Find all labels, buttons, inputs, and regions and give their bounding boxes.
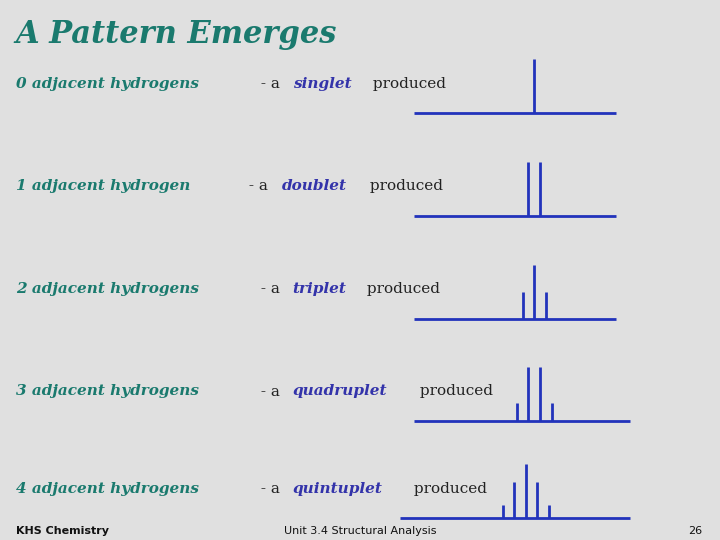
Text: produced: produced bbox=[415, 384, 492, 399]
Text: produced: produced bbox=[362, 282, 440, 296]
Text: 1 adjacent hydrogen: 1 adjacent hydrogen bbox=[16, 179, 190, 193]
Text: - a: - a bbox=[256, 77, 284, 91]
Text: 26: 26 bbox=[688, 525, 702, 536]
Text: produced: produced bbox=[409, 482, 487, 496]
Text: produced: produced bbox=[366, 179, 444, 193]
Text: KHS Chemistry: KHS Chemistry bbox=[16, 525, 109, 536]
Text: - a: - a bbox=[256, 482, 284, 496]
Text: - a: - a bbox=[256, 384, 284, 399]
Text: quintuplet: quintuplet bbox=[292, 482, 382, 496]
Text: doublet: doublet bbox=[282, 179, 346, 193]
Text: 4 adjacent hydrogens: 4 adjacent hydrogens bbox=[16, 482, 199, 496]
Text: 3 adjacent hydrogens: 3 adjacent hydrogens bbox=[16, 384, 199, 399]
Text: singlet: singlet bbox=[292, 77, 351, 91]
Text: 2 adjacent hydrogens: 2 adjacent hydrogens bbox=[16, 282, 199, 296]
Text: 0 adjacent hydrogens: 0 adjacent hydrogens bbox=[16, 77, 199, 91]
Text: - a: - a bbox=[245, 179, 273, 193]
Text: A Pattern Emerges: A Pattern Emerges bbox=[16, 19, 337, 50]
Text: Unit 3.4 Structural Analysis: Unit 3.4 Structural Analysis bbox=[284, 525, 436, 536]
Text: produced: produced bbox=[369, 77, 446, 91]
Text: quadruplet: quadruplet bbox=[292, 384, 387, 399]
Text: - a: - a bbox=[256, 282, 284, 296]
Text: triplet: triplet bbox=[292, 282, 346, 296]
